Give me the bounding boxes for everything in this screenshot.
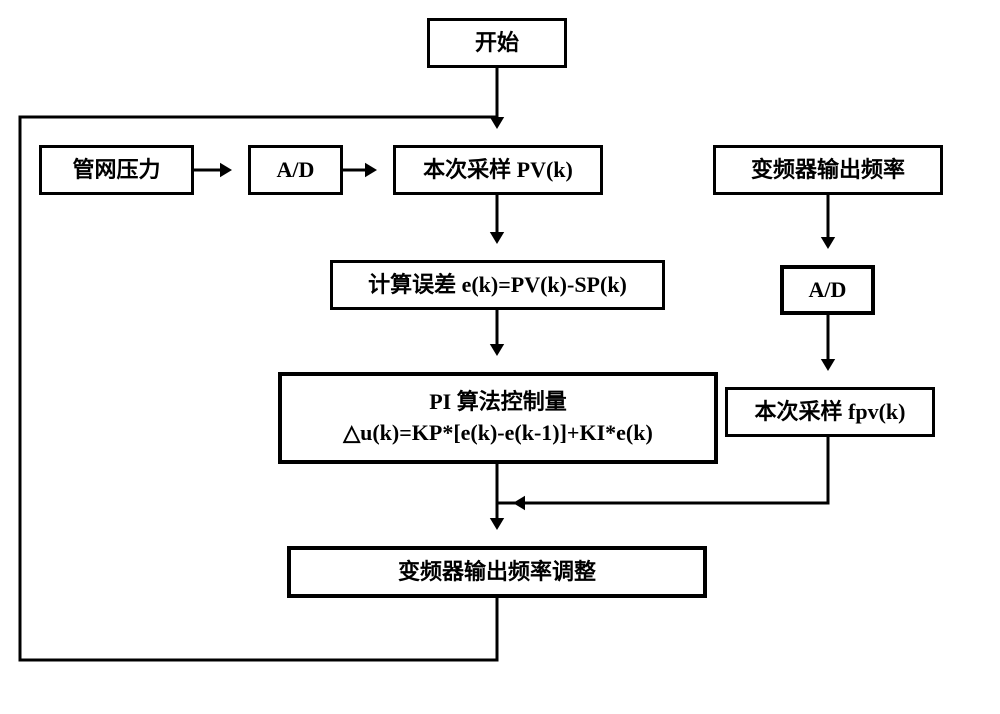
flowchart-node-start: 开始 [427, 18, 567, 68]
flowchart-node-ad1: A/D [248, 145, 343, 195]
flowchart-node-err: 计算误差 e(k)=PV(k)-SP(k) [330, 260, 665, 310]
flowchart-node-fpv: 本次采样 fpv(k) [725, 387, 935, 437]
flowchart-node-adjust: 变频器输出频率调整 [287, 546, 707, 598]
flowchart-node-pvk: 本次采样 PV(k) [393, 145, 603, 195]
flowchart-node-freq_out: 变频器输出频率 [713, 145, 943, 195]
flowchart-node-pi: PI 算法控制量 △u(k)=KP*[e(k)-e(k-1)]+KI*e(k) [278, 372, 718, 464]
flowchart-node-ad2: A/D [780, 265, 875, 315]
flowchart-node-pressure: 管网压力 [39, 145, 194, 195]
